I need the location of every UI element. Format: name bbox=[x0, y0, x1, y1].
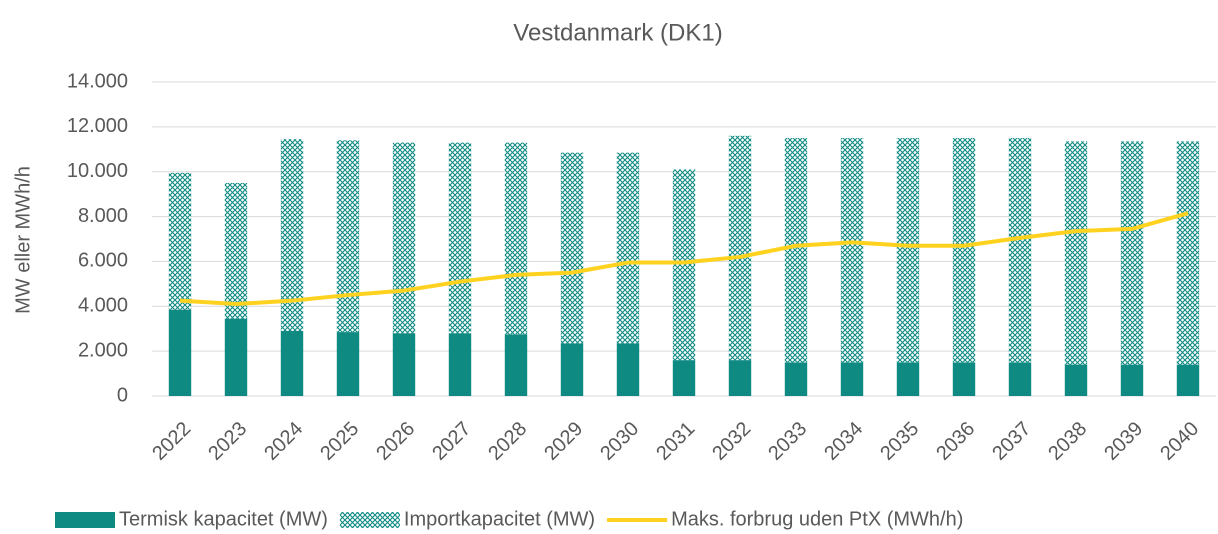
bar bbox=[280, 139, 304, 331]
x-tick-label: 2025 bbox=[316, 418, 363, 465]
y-tick-label: 6.000 bbox=[78, 250, 128, 272]
bar bbox=[1176, 141, 1200, 365]
bar bbox=[224, 318, 248, 396]
bar bbox=[952, 362, 976, 396]
bar bbox=[728, 360, 752, 396]
bar bbox=[1008, 138, 1032, 363]
x-tick-label: 2036 bbox=[932, 418, 979, 465]
x-tick-label: 2035 bbox=[876, 418, 923, 465]
bar bbox=[784, 138, 808, 363]
chart-title: Vestdanmark (DK1) bbox=[513, 19, 722, 46]
legend-label: Importkapacitet (MW) bbox=[404, 508, 595, 530]
bar bbox=[1008, 362, 1032, 396]
bar bbox=[336, 332, 360, 396]
x-tick-label: 2040 bbox=[1156, 418, 1203, 465]
legend-marker bbox=[55, 512, 115, 528]
bar bbox=[504, 142, 528, 335]
y-tick-label: 0 bbox=[117, 384, 128, 406]
bar bbox=[616, 152, 640, 344]
bar bbox=[392, 333, 416, 396]
y-tick-label: 10.000 bbox=[67, 160, 128, 182]
x-tick-label: 2031 bbox=[652, 418, 699, 465]
bar bbox=[1120, 364, 1144, 396]
bar bbox=[1176, 364, 1200, 396]
y-tick-label: 8.000 bbox=[78, 205, 128, 227]
bar bbox=[504, 334, 528, 396]
x-tick-label: 2037 bbox=[988, 418, 1035, 465]
bar bbox=[672, 360, 696, 396]
x-tick-label: 2030 bbox=[596, 418, 643, 465]
legend-label: Termisk kapacitet (MW) bbox=[119, 508, 328, 530]
bar bbox=[672, 169, 696, 361]
x-tick-label: 2022 bbox=[148, 418, 195, 465]
bar bbox=[168, 172, 192, 310]
bar bbox=[728, 135, 752, 361]
bar bbox=[336, 140, 360, 333]
y-tick-label: 2.000 bbox=[78, 339, 128, 361]
y-tick-label: 14.000 bbox=[67, 70, 128, 92]
bar bbox=[840, 138, 864, 363]
legend-marker bbox=[339, 512, 400, 528]
y-axis-label: MW eller MWh/h bbox=[12, 166, 34, 314]
bar bbox=[448, 142, 472, 334]
y-tick-label: 4.000 bbox=[78, 295, 128, 317]
x-tick-label: 2034 bbox=[820, 418, 867, 465]
bar bbox=[840, 362, 864, 396]
bar bbox=[616, 343, 640, 396]
x-tick-label: 2028 bbox=[484, 418, 531, 465]
bar bbox=[448, 333, 472, 396]
x-tick-label: 2038 bbox=[1044, 418, 1091, 465]
bar bbox=[1120, 141, 1144, 365]
bar bbox=[224, 182, 248, 319]
bar bbox=[896, 362, 920, 396]
bar bbox=[896, 138, 920, 363]
bar bbox=[392, 142, 416, 334]
bar bbox=[1064, 364, 1088, 396]
bar bbox=[560, 343, 584, 396]
y-tick-label: 12.000 bbox=[67, 115, 128, 137]
x-tick-label: 2026 bbox=[372, 418, 419, 465]
bar bbox=[168, 309, 192, 396]
line bbox=[179, 211, 1189, 307]
x-tick-label: 2029 bbox=[540, 418, 587, 465]
bar bbox=[952, 138, 976, 363]
bar bbox=[1064, 141, 1088, 365]
x-tick-label: 2027 bbox=[428, 418, 475, 465]
x-tick-label: 2039 bbox=[1100, 418, 1147, 465]
x-tick-label: 2033 bbox=[764, 418, 811, 465]
x-tick-label: 2024 bbox=[260, 418, 307, 465]
bar bbox=[560, 152, 584, 344]
x-tick-label: 2023 bbox=[204, 418, 251, 465]
bar bbox=[784, 362, 808, 396]
x-tick-label: 2032 bbox=[708, 418, 755, 465]
legend-label: Maks. forbrug uden PtX (MWh/h) bbox=[671, 508, 963, 530]
bar bbox=[280, 330, 304, 396]
